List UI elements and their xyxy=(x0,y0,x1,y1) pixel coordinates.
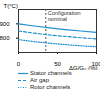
html-text:Rotor channels: Rotor channels xyxy=(30,84,71,90)
svg-text:50: 50 xyxy=(54,61,61,67)
svg-text:ΔG/G₀ (%): ΔG/G₀ (%) xyxy=(69,65,98,71)
html-text:Air gap: Air gap xyxy=(30,77,49,83)
svg-text:800: 800 xyxy=(0,35,10,41)
svg-text:0: 0 xyxy=(17,61,21,67)
svg-text:Configurationnominal: Configurationnominal xyxy=(48,10,81,21)
svg-text:T(°C): T(°C) xyxy=(4,3,18,9)
svg-text:900: 900 xyxy=(0,21,10,27)
html-text:Stator channels: Stator channels xyxy=(30,70,72,76)
